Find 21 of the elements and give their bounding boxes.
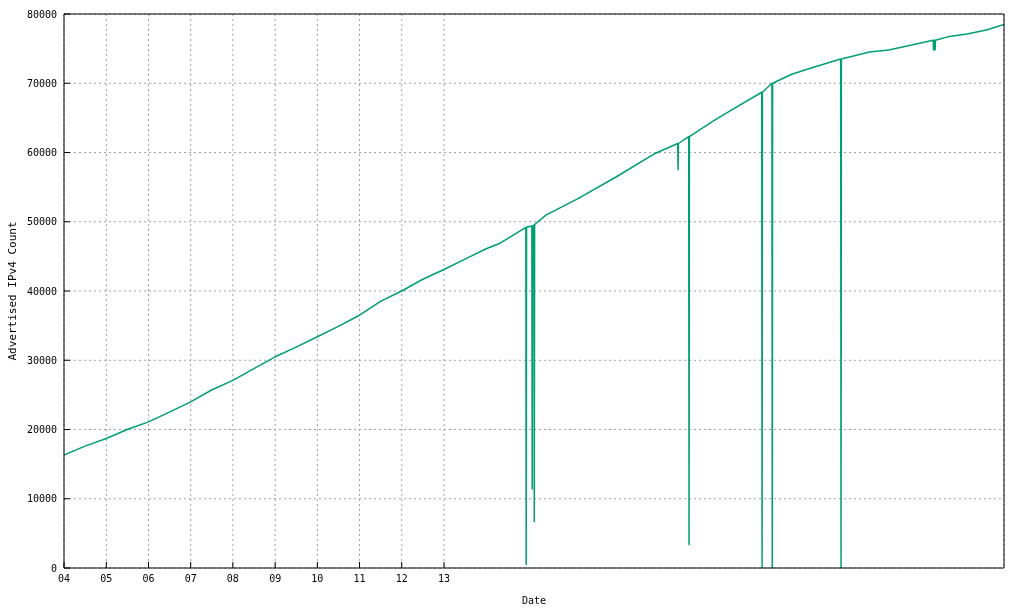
x-tick-label: 08 <box>226 573 239 585</box>
y-tick-label: 50000 <box>26 216 57 228</box>
x-tick-label: 04 <box>57 573 71 585</box>
y-tick-label: 70000 <box>26 77 57 89</box>
y-tick-label: 20000 <box>26 424 57 436</box>
x-tick-label: 11 <box>353 573 366 585</box>
x-tick-label: 09 <box>269 573 282 585</box>
y-tick-label: 80000 <box>26 8 57 20</box>
y-tick-label: 40000 <box>26 285 57 297</box>
x-tick-label: 12 <box>395 573 408 585</box>
x-tick-label: 06 <box>142 573 155 585</box>
y-tick-label: 30000 <box>26 354 57 366</box>
x-tick-label: 13 <box>438 573 451 585</box>
y-tick-label: 10000 <box>26 493 57 505</box>
x-tick-label: 10 <box>311 573 324 585</box>
x-axis-title: Date <box>521 595 547 606</box>
x-tick-label: 05 <box>100 573 113 585</box>
y-axis-title: Advertised IPv4 Count <box>5 221 19 361</box>
x-tick-label: 07 <box>184 573 197 585</box>
y-tick-label: 60000 <box>26 147 57 159</box>
y-tick-label: 0 <box>50 562 57 574</box>
